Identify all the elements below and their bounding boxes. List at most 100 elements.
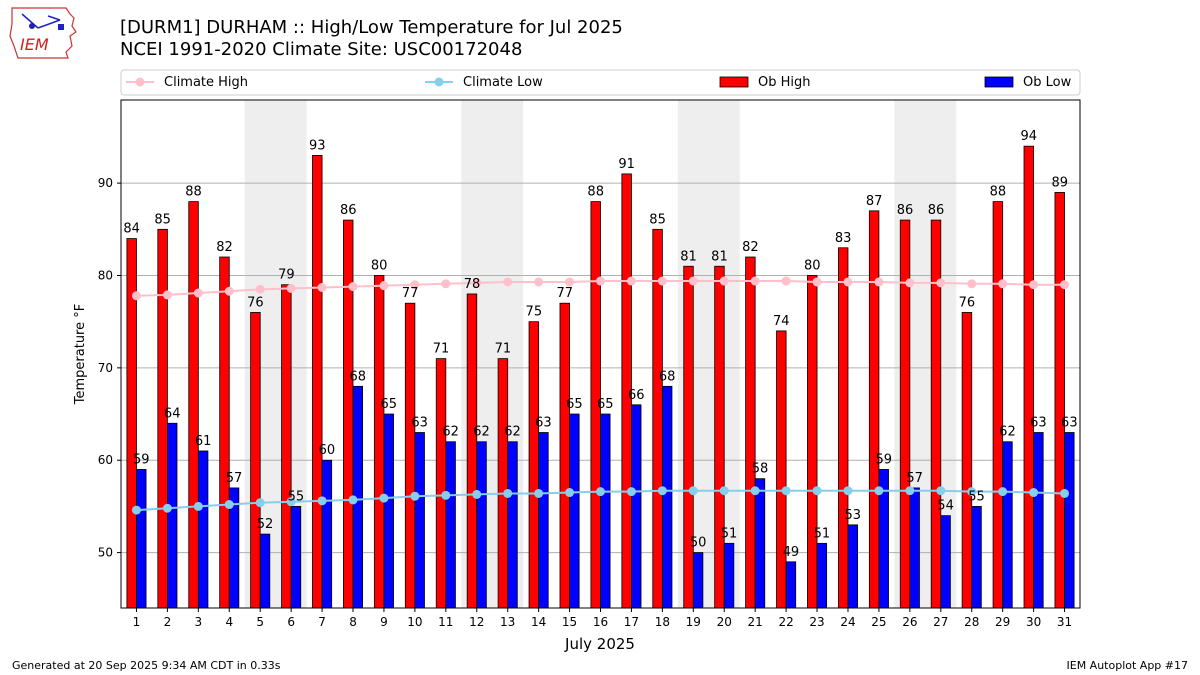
x-tick-label: 22 [778,615,793,629]
ob-low-value-label: 66 [628,388,645,403]
ob-low-value-label: 64 [164,406,181,421]
ob-high-value-label: 87 [866,194,883,209]
ob-high-value-label: 85 [154,212,171,227]
climate-low-point [657,486,667,496]
ob-low-value-label: 51 [721,526,738,541]
ob-high-bar [745,256,756,609]
ob-low-value-label: 63 [411,416,428,431]
legend-ob-low-label: Ob Low [1023,75,1072,90]
climate-high-point [162,290,172,300]
climate-high-point [936,278,946,288]
climate-low-point [998,487,1008,497]
x-tick-label: 16 [593,615,608,629]
ob-low-bar [661,385,673,609]
climate-low-point [1060,488,1070,498]
x-tick-label: 24 [840,615,855,629]
climate-low-point [905,486,915,496]
legend-climate-high-label: Climate High [164,75,248,90]
y-tick-label: 90 [98,176,113,190]
ob-low-value-label: 55 [288,489,305,504]
climate-low-point [750,486,760,496]
x-tick-label: 3 [195,615,203,629]
climate-high-point [843,277,853,287]
generated-timestamp: Generated at 20 Sep 2025 9:34 AM CDT in … [12,659,281,672]
ob-high-bar [930,219,942,609]
climate-high-point [441,279,451,289]
logo-text: IEM [20,35,49,54]
climate-high-point [688,276,698,286]
ob-high-value-label: 88 [587,185,604,200]
ob-high-value-label: 71 [495,342,512,357]
ob-high-value-label: 84 [123,222,140,237]
x-tick-label: 5 [256,615,264,629]
climate-low-point [193,501,203,511]
ob-high-bar [466,293,478,609]
ob-low-bar [321,459,333,609]
ob-high-bar [559,302,570,609]
legend-climate-high-swatch-marker [135,77,145,87]
x-tick-label: 18 [655,615,670,629]
ob-low-value-label: 57 [906,471,923,486]
climate-high-point [750,276,760,286]
ob-low-bar [1002,441,1013,609]
ob-high-bar [312,155,323,609]
ob-low-bar [259,533,271,609]
climate-low-point [255,498,265,508]
x-tick-label: 28 [964,615,979,629]
x-tick-label: 15 [562,615,577,629]
ob-low-bar [445,441,456,609]
climate-high-point [626,276,636,286]
ob-high-value-label: 80 [371,258,388,273]
x-tick-label: 10 [407,615,422,629]
ob-low-bar [785,561,797,609]
climate-low-point [131,505,141,515]
ob-low-bar [538,432,549,609]
ob-low-bar [1064,432,1075,609]
ob-low-bar [909,487,920,609]
ob-low-value-label: 54 [937,499,954,514]
chart-title: [DURM1] DURHAM :: High/Low Temperature f… [120,17,623,38]
ob-high-bar [281,284,292,609]
climate-high-point [967,279,977,289]
ob-high-value-label: 81 [711,249,728,264]
x-tick-label: 9 [380,615,388,629]
climate-high-point [1060,280,1070,290]
x-tick-label: 7 [318,615,326,629]
ob-low-bar [197,450,209,609]
ob-high-bar [899,219,911,609]
y-tick-label: 60 [98,453,113,467]
climate-high-point [565,277,575,287]
climate-high-point [224,286,234,296]
ob-low-value-label: 58 [752,462,769,477]
ob-low-value-label: 68 [659,369,676,384]
app-label: IEM Autoplot App #17 [1066,659,1189,672]
ob-high-value-label: 85 [649,212,666,227]
climate-low-point [874,486,884,496]
climate-high-point [503,277,513,287]
climate-high-point [781,276,791,286]
ob-low-value-label: 61 [195,434,212,449]
climate-low-point [410,491,420,501]
climate-low-point [626,487,636,497]
ob-low-value-label: 59 [875,452,892,467]
ob-low-value-label: 57 [226,471,243,486]
ob-high-value-label: 81 [680,249,697,264]
climate-low-point [719,486,729,496]
ob-low-bar [723,542,735,609]
x-axis-label: July 2025 [564,635,635,653]
climate-low-point [317,496,327,506]
legend-climate-low-swatch-marker [434,77,444,87]
climate-low-point [596,487,605,497]
climate-high-point [410,280,420,290]
climate-low-point [348,495,358,505]
x-tick-label: 1 [133,615,141,629]
ob-high-value-label: 86 [340,203,357,218]
ob-low-bar [692,552,704,609]
ob-low-value-label: 63 [1061,416,1078,431]
ob-low-value-label: 51 [814,526,831,541]
ob-high-bar [404,302,416,609]
ob-high-value-label: 71 [433,342,450,357]
legend-ob-high-swatch [719,76,749,88]
ob-high-bar [776,330,787,609]
ob-high-bar [837,247,849,609]
